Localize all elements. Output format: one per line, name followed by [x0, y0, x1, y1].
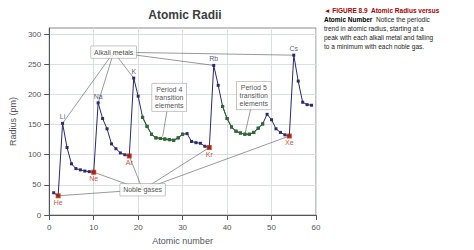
svg-text:Alkali metals: Alkali metals	[94, 49, 134, 56]
svg-text:K: K	[131, 68, 136, 75]
svg-text:Na: Na	[94, 93, 103, 100]
svg-text:40: 40	[223, 223, 232, 232]
svg-text:Rb: Rb	[209, 55, 218, 62]
svg-text:Atomic Radii: Atomic Radii	[148, 8, 221, 22]
svg-text:Period 5: Period 5	[241, 84, 267, 91]
svg-text:300: 300	[28, 30, 42, 39]
svg-text:60: 60	[312, 223, 321, 232]
svg-text:100: 100	[28, 150, 42, 159]
svg-text:Kr: Kr	[206, 151, 214, 158]
svg-text:Xe: Xe	[285, 139, 294, 146]
svg-text:Ne: Ne	[89, 175, 98, 182]
svg-text:transition: transition	[155, 94, 184, 101]
svg-text:Cs: Cs	[289, 45, 298, 52]
svg-text:Period 4: Period 4	[156, 86, 182, 93]
svg-text:Atomic number: Atomic number	[152, 236, 213, 246]
svg-text:Notice the periodic: Notice the periodic	[372, 16, 430, 24]
svg-text:20: 20	[134, 223, 143, 232]
svg-text:Atomic Number: Atomic Number	[324, 16, 373, 23]
svg-text:30: 30	[178, 223, 187, 232]
svg-text:Noble gases: Noble gases	[123, 186, 162, 194]
svg-text:0: 0	[47, 223, 52, 232]
svg-text:trend in atomic radius, starti: trend in atomic radius, starting at a	[324, 25, 424, 33]
svg-text:◄ FIGURE 8.9 Atomic Radius ve: ◄ FIGURE 8.9 Atomic Radius versus	[324, 7, 440, 14]
svg-text:10: 10	[89, 223, 98, 232]
svg-text:Radius (pm): Radius (pm)	[8, 97, 18, 146]
svg-text:150: 150	[28, 120, 42, 129]
svg-text:peak with each alkali metal an: peak with each alkali metal and falling	[324, 34, 434, 42]
svg-text:50: 50	[32, 180, 41, 189]
svg-text:50: 50	[267, 223, 276, 232]
svg-text:Ar: Ar	[126, 159, 134, 166]
svg-text:He: He	[54, 199, 63, 206]
svg-text:200: 200	[28, 90, 42, 99]
svg-text:to a minimum with each noble g: to a minimum with each noble gas.	[324, 43, 424, 51]
svg-text:transition: transition	[240, 92, 269, 99]
svg-text:250: 250	[28, 60, 42, 69]
svg-text:elements: elements	[155, 102, 184, 109]
svg-text:0: 0	[37, 211, 42, 220]
svg-text:elements: elements	[240, 100, 269, 107]
svg-text:Li: Li	[60, 113, 66, 120]
